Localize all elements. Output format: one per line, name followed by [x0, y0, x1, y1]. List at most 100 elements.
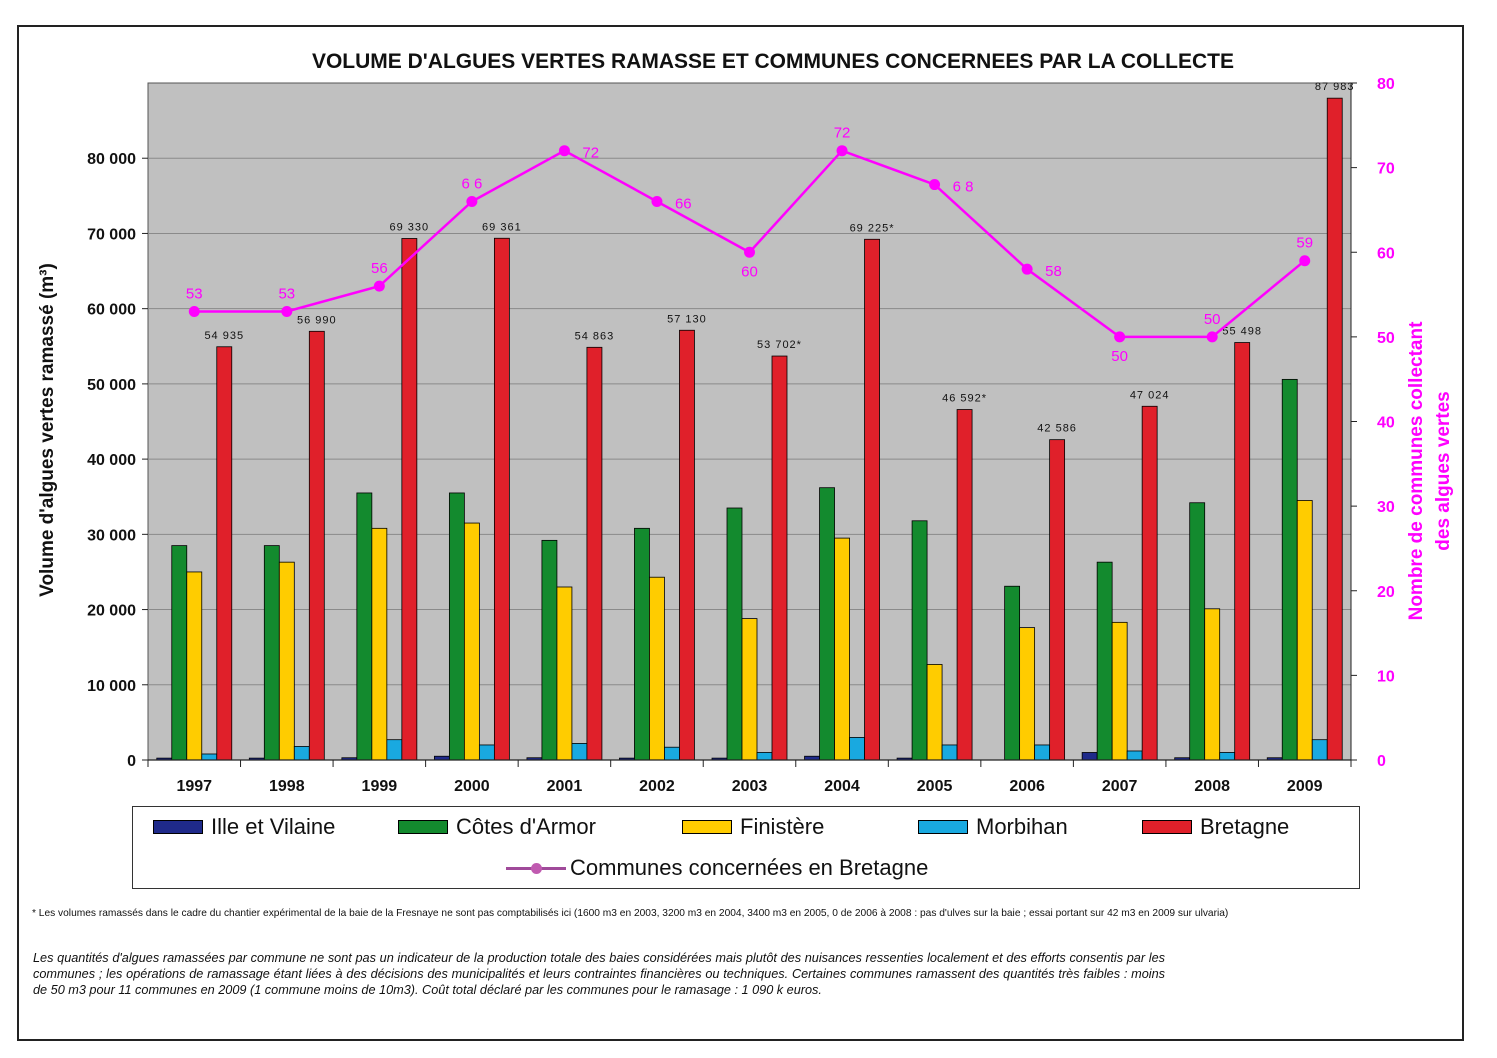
y2-axis-label-line2: des algues vertes — [1433, 391, 1454, 550]
legend-label: Finistère — [740, 814, 825, 839]
bar-bretagne — [771, 355, 788, 761]
bar-morbihan — [571, 743, 588, 761]
y2-tick-label: 30 — [1377, 499, 1395, 516]
x-tick-label: 1999 — [362, 778, 398, 795]
bar-finist-re — [1204, 608, 1221, 761]
bar-bretagne — [1049, 439, 1066, 761]
bar-bretagne — [1141, 405, 1158, 761]
bar-data-label: 69 361 — [482, 221, 522, 233]
footnote: * Les volumes ramassés dans le cadre du … — [32, 908, 1229, 919]
bar-bretagne — [956, 409, 973, 761]
x-tick-label: 2003 — [732, 778, 768, 795]
bar-finist-re — [926, 664, 943, 761]
communes-data-label: 50 — [1204, 311, 1221, 328]
legend-line-marker-icon — [506, 862, 566, 874]
communes-data-label: 58 — [1045, 263, 1062, 280]
bar-bretagne — [401, 238, 418, 761]
communes-point — [836, 145, 848, 157]
communes-data-label: 56 — [371, 260, 388, 277]
bar-morbihan — [1311, 739, 1328, 761]
y-tick-label: 30 000 — [87, 527, 136, 544]
bar-data-label: 54 863 — [575, 330, 615, 342]
x-tick-label: 2004 — [824, 778, 860, 795]
x-tick-label: 2006 — [1009, 778, 1045, 795]
bar-finist-re — [649, 576, 665, 761]
bar-c-tes-d-armor — [726, 507, 743, 761]
bar-morbihan — [293, 746, 310, 761]
bar-bretagne — [493, 237, 510, 761]
y-tick-label: 20 000 — [87, 603, 136, 620]
bar-morbihan — [1034, 744, 1051, 761]
legend-swatch-morbihan — [918, 820, 968, 834]
bar-data-label: 53 702* — [757, 339, 802, 351]
bar-morbihan — [664, 746, 680, 761]
x-tick-label: 2001 — [547, 778, 583, 795]
legend-label: Côtes d'Armor — [456, 814, 596, 839]
communes-data-label: 6 8 — [953, 179, 974, 196]
y-tick-label: 60 000 — [87, 302, 136, 319]
bar-ille-et-vilaine — [1081, 752, 1098, 761]
bar-c-tes-d-armor — [1281, 378, 1298, 761]
bar-c-tes-d-armor — [171, 545, 188, 761]
y2-tick-label: 70 — [1377, 161, 1395, 178]
legend-label: Communes concernées en Bretagne — [570, 855, 929, 880]
bar-data-label: 69 225* — [850, 222, 895, 234]
y2-axis-label-line1: Nombre de communes collectant — [1406, 321, 1427, 620]
legend-label: Morbihan — [976, 814, 1068, 839]
legend-swatch-cotes-d-armor — [398, 820, 448, 834]
bar-c-tes-d-armor — [1189, 502, 1206, 761]
bar-c-tes-d-armor — [1096, 561, 1113, 761]
comment-paragraph: Les quantités d'algues ramassées par com… — [33, 951, 1165, 998]
legend-item-communes: Communes concernées en Bretagne — [506, 855, 928, 881]
legend-swatch-finistere — [682, 820, 732, 834]
bar-data-label: 47 024 — [1130, 389, 1170, 401]
bar-data-label: 57 130 — [667, 313, 707, 325]
legend-label: Bretagne — [1200, 814, 1290, 839]
bar-bretagne — [1234, 342, 1251, 761]
bar-c-tes-d-armor — [541, 539, 558, 761]
communes-data-label: 60 — [741, 263, 758, 280]
communes-data-label: 50 — [1111, 348, 1128, 365]
bar-finist-re — [278, 561, 295, 761]
legend-swatch-bretagne — [1142, 820, 1192, 834]
communes-point — [1114, 331, 1126, 343]
bar-morbihan — [941, 744, 958, 761]
bar-morbihan — [201, 753, 218, 761]
communes-data-label: 59 — [1296, 235, 1313, 252]
y-tick-label: 0 — [127, 753, 136, 770]
x-tick-label: 2008 — [1194, 778, 1230, 795]
communes-point — [1021, 263, 1033, 275]
communes-point — [466, 195, 478, 207]
y2-tick-label: 20 — [1377, 584, 1395, 601]
bar-finist-re — [1019, 627, 1036, 761]
legend-item-finistere: Finistère — [682, 814, 824, 840]
communes-point — [1299, 255, 1311, 267]
bar-data-label: 54 935 — [204, 330, 244, 342]
legend-item-morbihan: Morbihan — [918, 814, 1068, 840]
communes-data-label: 6 6 — [461, 175, 482, 192]
communes-point — [744, 246, 755, 258]
bar-finist-re — [1111, 621, 1128, 761]
bar-c-tes-d-armor — [819, 487, 835, 761]
legend: Ille et Vilaine Côtes d'Armor Finistère … — [132, 806, 1360, 889]
bar-bretagne — [586, 346, 603, 761]
bar-bretagne — [1326, 97, 1343, 761]
bar-finist-re — [371, 527, 388, 761]
bar-c-tes-d-armor — [263, 545, 280, 761]
y2-tick-label: 60 — [1377, 245, 1395, 262]
communes-point — [188, 305, 200, 317]
bar-bretagne — [216, 346, 233, 761]
bar-morbihan — [1126, 750, 1143, 761]
communes-data-label: 66 — [675, 195, 692, 212]
bar-bretagne — [308, 330, 325, 761]
communes-point — [929, 179, 941, 191]
figure-frame — [17, 25, 1464, 1041]
communes-point — [1206, 331, 1218, 343]
legend-swatch-ille-et-vilaine — [153, 820, 203, 834]
bar-data-label: 69 330 — [390, 221, 430, 233]
bar-data-label: 56 990 — [297, 314, 337, 326]
legend-item-cotes-d-armor: Côtes d'Armor — [398, 814, 596, 840]
x-tick-label: 1998 — [269, 778, 305, 795]
bar-c-tes-d-armor — [448, 492, 465, 761]
bar-finist-re — [463, 522, 480, 761]
